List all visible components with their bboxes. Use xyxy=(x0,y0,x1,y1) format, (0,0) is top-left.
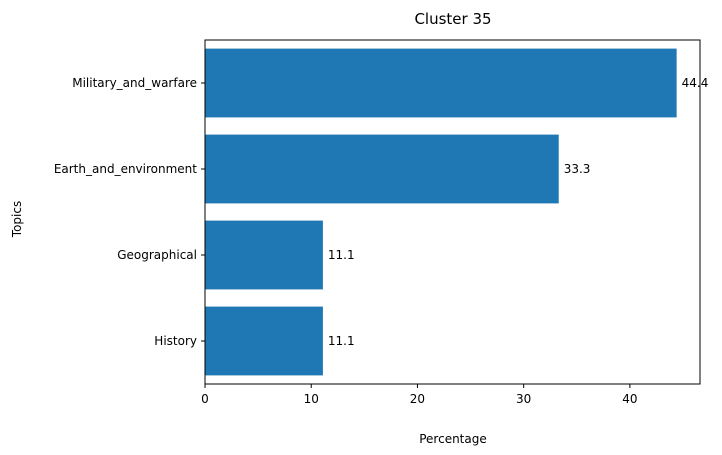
data-labels-group: 44.4 33.3 11.1 11.1 xyxy=(328,76,708,348)
x-tick-label: 30 xyxy=(516,392,531,406)
chart-title: Cluster 35 xyxy=(414,10,491,28)
data-label: 33.3 xyxy=(564,162,591,176)
y-axis-label: Topics xyxy=(10,201,24,238)
plot-frame xyxy=(204,39,701,385)
x-tick-label: 10 xyxy=(304,392,319,406)
data-label: 11.1 xyxy=(328,334,355,348)
y-tick-label: Geographical xyxy=(117,248,197,262)
bar-geographical xyxy=(205,220,323,290)
x-tick-label: 40 xyxy=(622,392,637,406)
bar-earth-and-environment xyxy=(205,134,559,204)
y-tick-label: Military_and_warfare xyxy=(72,76,197,90)
x-tick-label: 0 xyxy=(201,392,209,406)
data-label: 11.1 xyxy=(328,248,355,262)
data-label: 44.4 xyxy=(682,76,709,90)
x-axis-ticks: 0 10 20 30 40 xyxy=(201,384,638,406)
bar-military-and-warfare xyxy=(205,48,677,118)
x-axis-label: Percentage xyxy=(419,432,487,446)
bar-history xyxy=(205,306,323,376)
x-tick-label: 20 xyxy=(410,392,425,406)
y-tick-label: History xyxy=(154,334,197,348)
y-tick-label: Earth_and_environment xyxy=(54,162,197,176)
y-axis-ticks: Military_and_warfare Earth_and_environmen… xyxy=(54,76,205,348)
bars-group xyxy=(205,48,677,376)
